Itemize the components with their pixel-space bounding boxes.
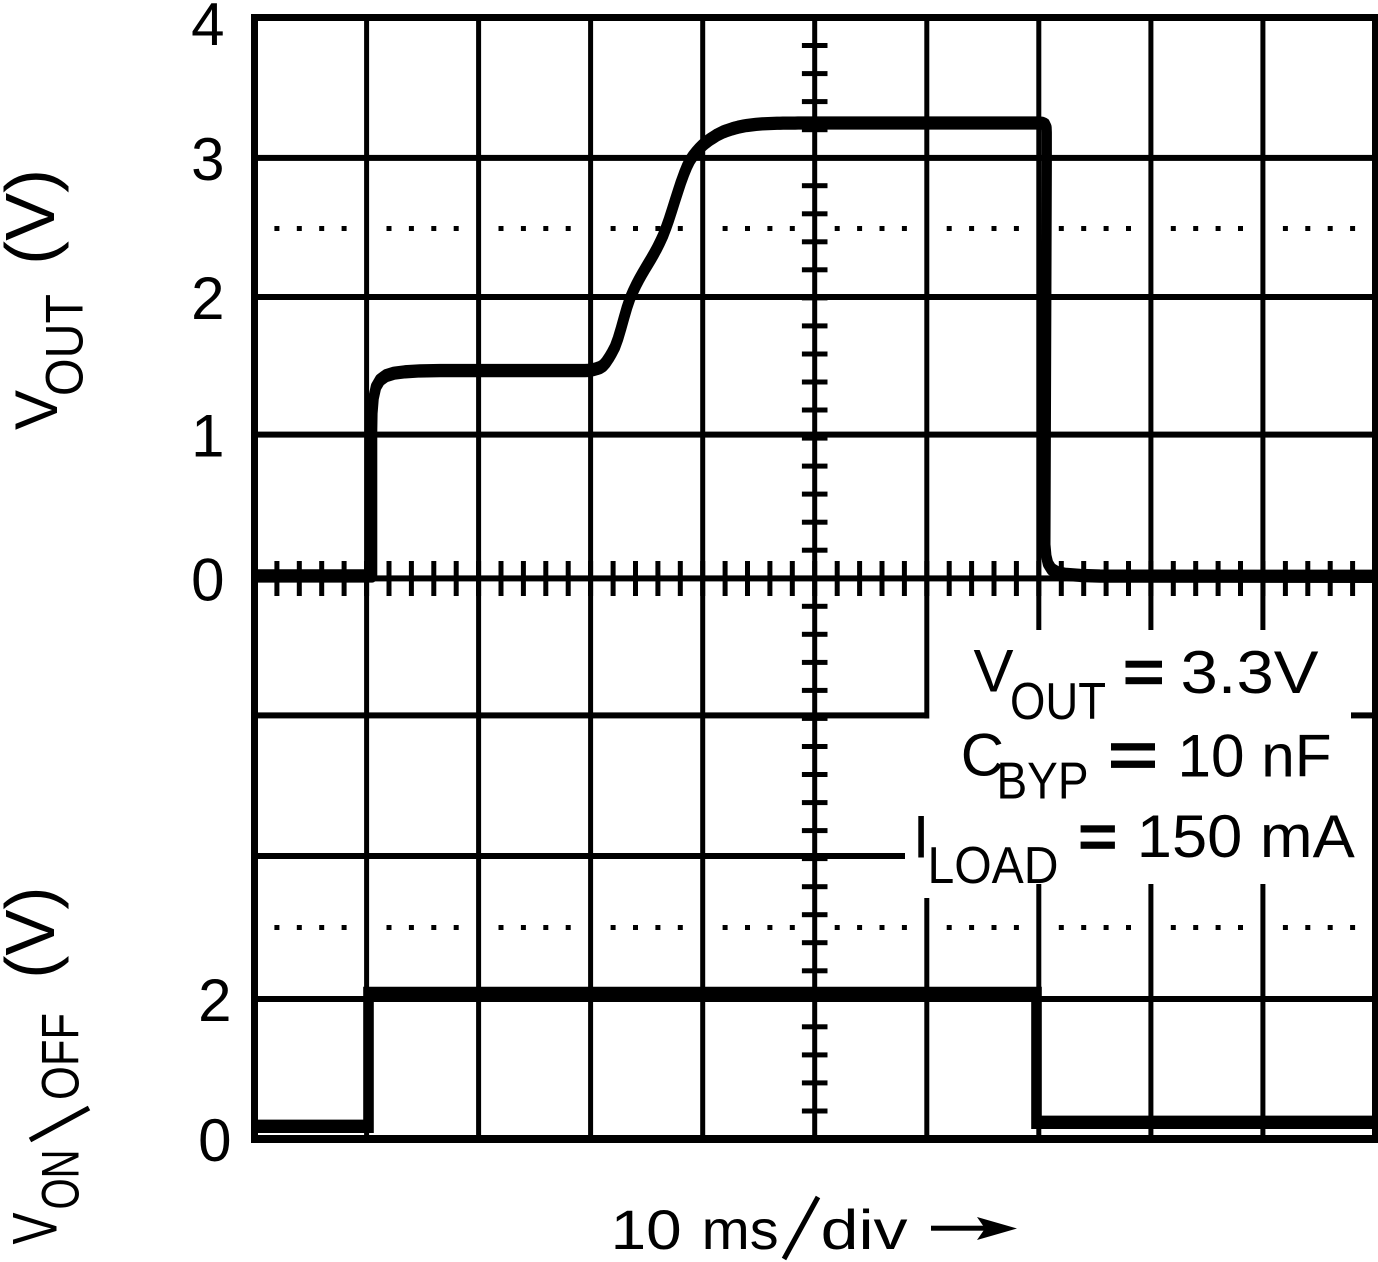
svg-text:150 mA: 150 mA <box>1137 803 1355 870</box>
svg-text:10: 10 <box>611 1198 682 1261</box>
svg-text:BYP: BYP <box>997 753 1089 811</box>
svg-text:0: 0 <box>198 1107 231 1174</box>
svg-text:V: V <box>974 638 1014 705</box>
svg-text:OUT: OUT <box>1010 673 1106 731</box>
svg-text:(V): (V) <box>0 887 69 979</box>
svg-text:V: V <box>1 1213 71 1245</box>
svg-text:3: 3 <box>191 126 224 193</box>
svg-text:0: 0 <box>191 546 224 613</box>
svg-text:2: 2 <box>191 265 224 332</box>
svg-text:C: C <box>961 722 1004 789</box>
svg-text:OUT: OUT <box>36 294 95 396</box>
svg-text:ms: ms <box>702 1198 779 1261</box>
svg-text:LOAD: LOAD <box>928 837 1059 895</box>
svg-text:(V): (V) <box>0 169 69 265</box>
svg-text:4: 4 <box>191 0 224 58</box>
svg-text:V: V <box>3 390 70 430</box>
svg-text:I: I <box>913 804 930 871</box>
svg-text:ON: ON <box>32 1150 91 1210</box>
svg-text:2: 2 <box>198 967 231 1034</box>
svg-text:OFF: OFF <box>32 1013 91 1100</box>
svg-text:3.3V: 3.3V <box>1181 639 1319 706</box>
svg-text:10 nF: 10 nF <box>1178 723 1332 790</box>
svg-text:1: 1 <box>191 403 224 470</box>
svg-text:div: div <box>821 1198 908 1261</box>
